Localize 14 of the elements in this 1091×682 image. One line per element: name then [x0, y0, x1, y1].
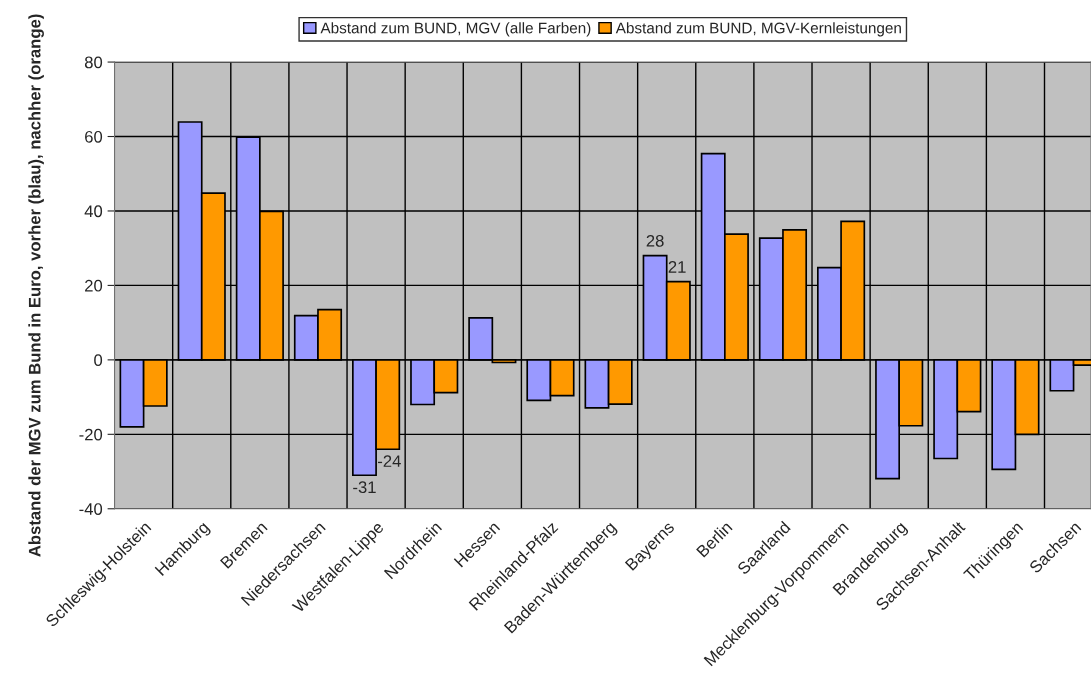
data-label: -24 — [378, 455, 401, 467]
y-tick-label: 0 — [94, 354, 103, 367]
data-label: 21 — [668, 261, 686, 273]
data-label: -31 — [353, 481, 376, 494]
y-tick-label: -40 — [79, 503, 103, 515]
y-tick-label: 80 — [84, 56, 103, 69]
data-label: 28 — [646, 234, 664, 247]
y-tick-label: 40 — [84, 205, 103, 218]
y-axis-title: Abstand der MGV zum Bund in Euro, vorher (blau), nachher (orange) — [28, 14, 44, 557]
y-tick-label: 20 — [85, 279, 103, 292]
y-tick-label: -20 — [79, 428, 103, 441]
y-tick-label: 60 — [85, 130, 103, 143]
legend-label: Abstand zum BUND, MGV-Kernleistungen — [615, 22, 901, 37]
legend-label: Abstand zum BUND, MGV (alle Farben) — [320, 22, 591, 37]
